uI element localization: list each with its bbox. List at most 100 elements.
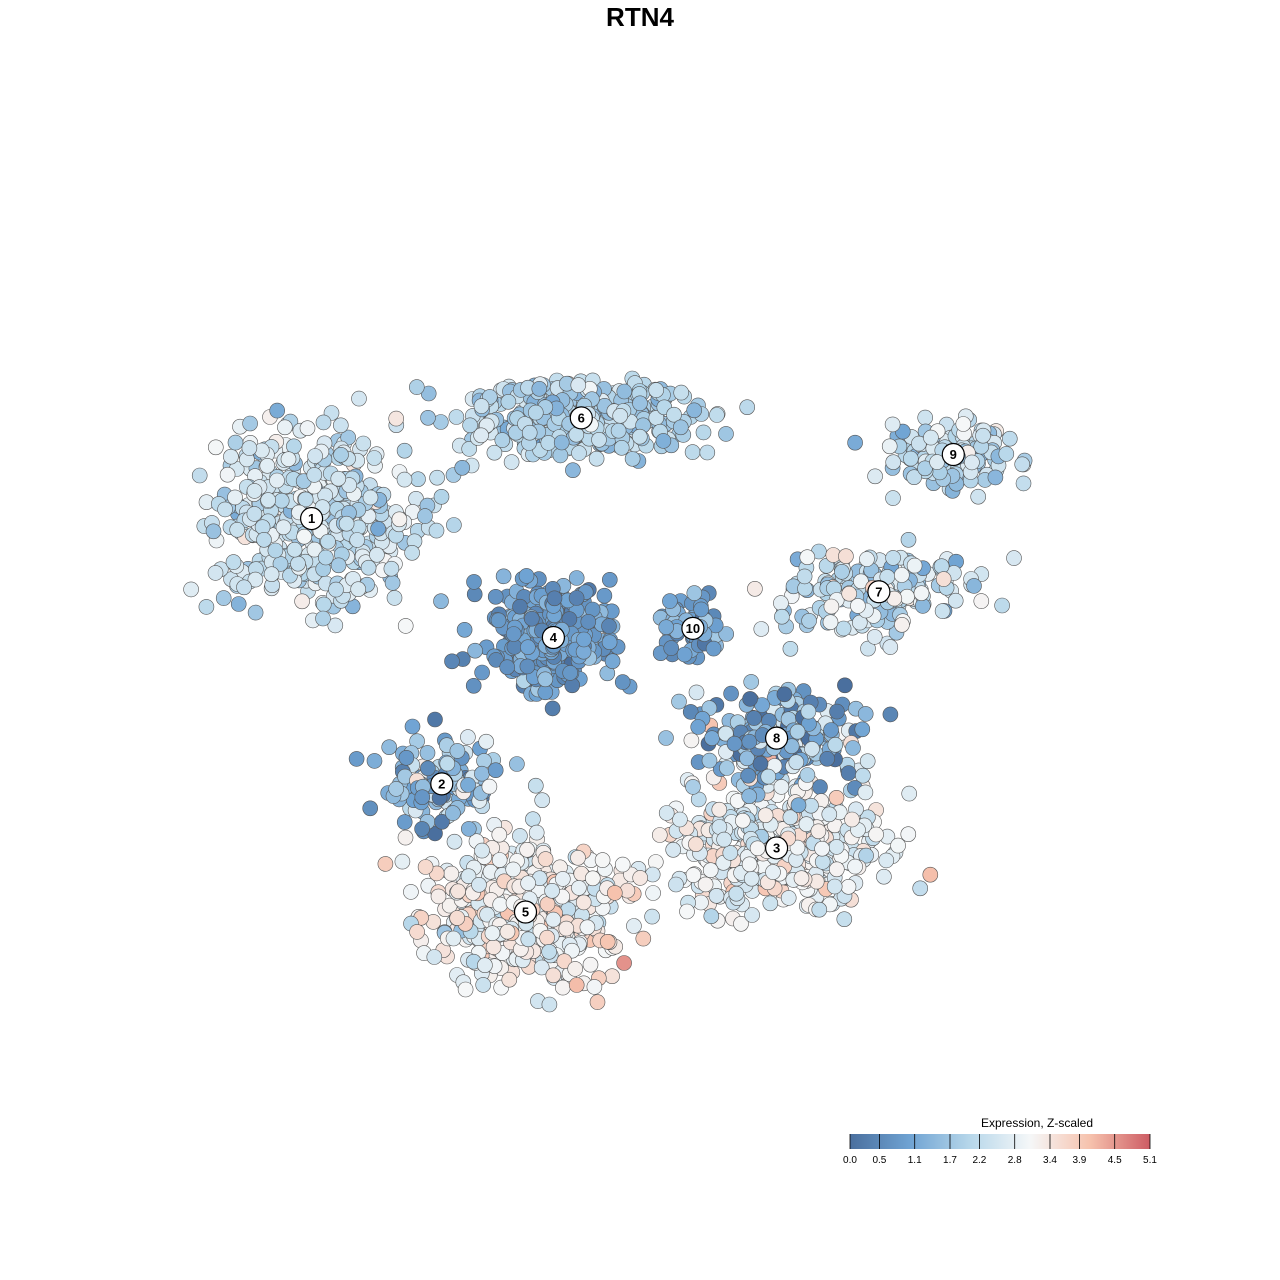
cell-point (651, 827, 668, 843)
cell-point (760, 768, 777, 785)
cell-point (1015, 475, 1032, 492)
cell-point (776, 686, 793, 703)
cell-point (539, 896, 556, 912)
cluster-marker-circle (541, 625, 566, 650)
cell-point (762, 895, 779, 912)
cell-point (726, 735, 743, 752)
cell-point (782, 640, 799, 657)
cell-point (191, 467, 208, 484)
cell-point (537, 671, 554, 688)
cell-point (521, 424, 538, 441)
cell-point (242, 415, 258, 432)
cell-point (534, 792, 551, 809)
cell-point (841, 585, 858, 602)
cell-point (501, 971, 518, 988)
cell-point (853, 573, 869, 590)
legend-tick-label: 0.0 (843, 1155, 857, 1166)
cell-point (878, 852, 895, 869)
cell-point (632, 395, 648, 412)
cell-point (315, 414, 332, 431)
cell-point (383, 560, 400, 577)
cell-point (635, 930, 652, 947)
cell-point (246, 483, 263, 499)
cell-point (505, 861, 522, 878)
cell-point (881, 438, 898, 455)
cell-point (533, 959, 550, 976)
cell-point (523, 610, 540, 627)
cell-point (332, 417, 349, 434)
cell-point (450, 883, 466, 900)
cell-point (644, 908, 660, 925)
cell-point (885, 490, 901, 506)
cell-point (512, 828, 528, 844)
cluster-marker-circle (941, 442, 965, 467)
cluster-marker-circle (681, 616, 705, 640)
cell-point (753, 621, 770, 637)
cell-point (752, 755, 769, 772)
legend-tick-label: 1.1 (908, 1155, 922, 1166)
cell-point (688, 684, 705, 701)
cluster-label-marker: 1 (300, 506, 324, 531)
cell-point (558, 920, 575, 937)
cell-point (554, 979, 571, 996)
cell-point (882, 639, 899, 655)
cell-point (408, 379, 425, 395)
cell-point (396, 814, 413, 830)
cell-point (733, 915, 749, 932)
cell-point (828, 839, 845, 855)
cell-point (814, 854, 831, 870)
cell-point (568, 570, 585, 586)
cluster-label-marker: 6 (569, 406, 593, 430)
cell-point (230, 596, 247, 612)
cell-point (884, 416, 901, 433)
cell-point (868, 826, 884, 843)
cell-point (460, 821, 477, 837)
cell-point (454, 459, 471, 476)
cell-point (601, 618, 617, 634)
cell-point (427, 711, 443, 728)
cell-point (553, 434, 570, 451)
cell-point (461, 441, 478, 457)
cell-point (594, 852, 611, 868)
cell-point (582, 956, 599, 973)
cell-point (564, 942, 580, 959)
cell-point (198, 599, 215, 615)
cluster-marker-circle (300, 506, 324, 531)
cell-point (246, 506, 263, 522)
cell-point (544, 882, 560, 899)
cell-point (923, 429, 939, 446)
cell-point (414, 789, 431, 806)
cell-point (306, 467, 323, 483)
cell-point (446, 833, 463, 850)
cell-point (491, 852, 508, 868)
cell-point (328, 581, 344, 598)
cell-point (741, 788, 758, 805)
cell-point (728, 885, 745, 902)
color-legend: Expression, Z-scaled 0.0 0.5 1.1 1.7 2.2 2.8 3… (843, 1116, 1157, 1166)
cell-point (297, 491, 314, 508)
cell-point (606, 885, 623, 901)
cell-point (320, 533, 336, 550)
cell-point (676, 646, 693, 663)
cell-point (688, 836, 704, 853)
cluster-label-marker: 2 (430, 772, 454, 796)
cell-point (835, 620, 852, 637)
cell-point (704, 730, 720, 747)
cell-point (296, 528, 313, 545)
cell-point (391, 511, 408, 528)
cell-point (586, 979, 603, 995)
legend-tick-label: 4.5 (1108, 1155, 1122, 1166)
cell-point (541, 943, 557, 960)
cell-point (355, 435, 372, 452)
cell-point (672, 419, 689, 436)
cell-point (773, 779, 790, 795)
cell-point (1014, 456, 1031, 473)
cluster-label: 9 (950, 447, 957, 462)
cell-point (793, 870, 810, 887)
cell-point (429, 469, 445, 486)
cell-point (500, 393, 517, 410)
cell-point (917, 409, 934, 426)
cell-point (369, 546, 385, 563)
cell-point (236, 579, 252, 596)
cell-point (280, 451, 297, 468)
